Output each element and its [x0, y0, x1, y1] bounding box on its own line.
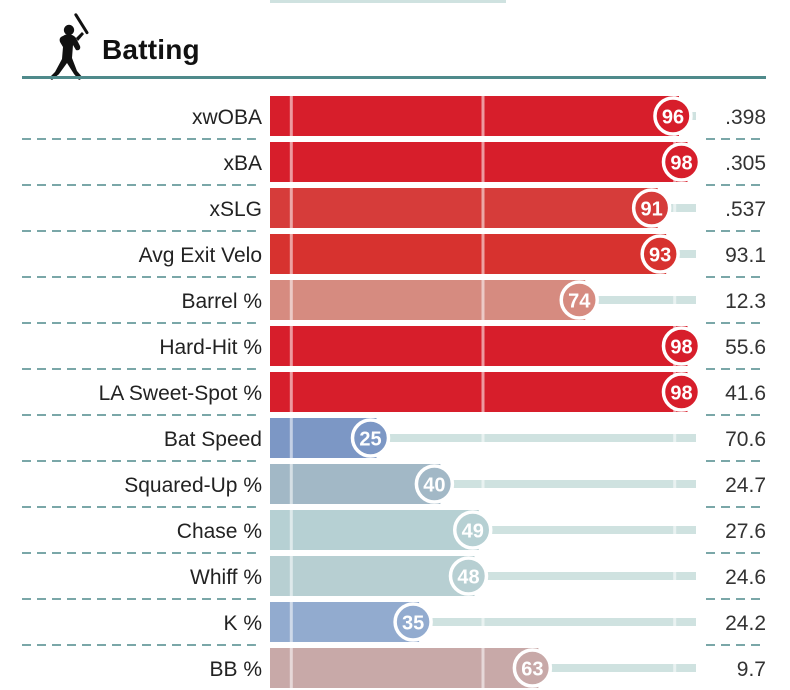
percentile-badge	[640, 234, 680, 274]
percentile-value: 40	[423, 475, 445, 497]
metric-label: xSLG	[209, 198, 262, 221]
stat-value: 24.6	[725, 566, 766, 589]
stat-value: 41.6	[725, 382, 766, 405]
metric-label: Squared-Up %	[124, 474, 262, 497]
percentile-badge	[661, 372, 702, 412]
percentile-value: 49	[462, 521, 484, 543]
percentile-badge	[414, 464, 455, 504]
percentile-bar	[270, 234, 667, 274]
percentile-value: 96	[662, 107, 684, 129]
stat-value: 24.2	[725, 612, 766, 635]
percentile-bar	[270, 188, 658, 228]
percentile-value: 98	[670, 383, 692, 405]
metric-label: Avg Exit Velo	[139, 244, 262, 267]
metric-label: xBA	[223, 152, 262, 175]
percentile-bar	[270, 372, 688, 412]
percentile-bar	[270, 142, 688, 182]
percentile-value: 93	[649, 245, 671, 267]
metric-label: BB %	[209, 658, 262, 681]
section-header: Batting	[30, 6, 770, 80]
percentile-value: 35	[402, 613, 424, 635]
stat-value: 55.6	[725, 336, 766, 359]
percentile-bar	[270, 96, 679, 136]
metric-label: Hard-Hit %	[159, 336, 262, 359]
previous-section-bar-fragment	[270, 0, 506, 3]
stat-value: 93.1	[725, 244, 766, 267]
percentile-badge	[661, 142, 702, 182]
percentile-bar	[270, 326, 688, 366]
percentile-badge	[661, 326, 702, 366]
stat-value: .537	[725, 198, 766, 221]
percentile-badge	[448, 556, 489, 596]
percentile-badge	[452, 510, 493, 550]
header-divider	[22, 76, 766, 79]
percentile-value: 98	[670, 153, 692, 175]
metric-label: xwOBA	[192, 106, 262, 129]
percentile-value: 63	[521, 659, 543, 681]
percentile-bar	[270, 510, 479, 550]
stat-value: 70.6	[725, 428, 766, 451]
percentile-badge	[512, 648, 553, 688]
percentile-badge	[393, 602, 433, 642]
percentile-value: 74	[568, 291, 591, 313]
percentile-value: 98	[670, 337, 692, 359]
percentile-value: 25	[359, 429, 381, 451]
percentile-bar	[270, 648, 539, 688]
stat-value: .305	[725, 152, 766, 175]
metric-label: Barrel %	[181, 290, 262, 313]
percentile-badge	[559, 280, 599, 320]
stat-value: 12.3	[725, 290, 766, 313]
percentile-bar	[270, 464, 441, 504]
metric-label: Whiff %	[190, 566, 262, 589]
metric-label: Bat Speed	[164, 428, 262, 451]
stat-value: 9.7	[737, 658, 766, 681]
percentile-value: 48	[457, 567, 479, 589]
percentile-badge	[653, 96, 693, 136]
stat-value: 27.6	[725, 520, 766, 543]
stat-value: 24.7	[725, 474, 766, 497]
percentile-badge	[631, 188, 672, 228]
section-title: Batting	[102, 34, 200, 65]
metric-label: Chase %	[177, 520, 262, 543]
percentile-value: 91	[641, 199, 663, 221]
metric-label: LA Sweet-Spot %	[99, 382, 262, 405]
percentile-bar	[270, 556, 475, 596]
percentile-badge	[350, 418, 391, 458]
metric-label: K %	[223, 612, 262, 635]
percentile-bar	[270, 280, 586, 320]
stat-value: .398	[725, 106, 766, 129]
